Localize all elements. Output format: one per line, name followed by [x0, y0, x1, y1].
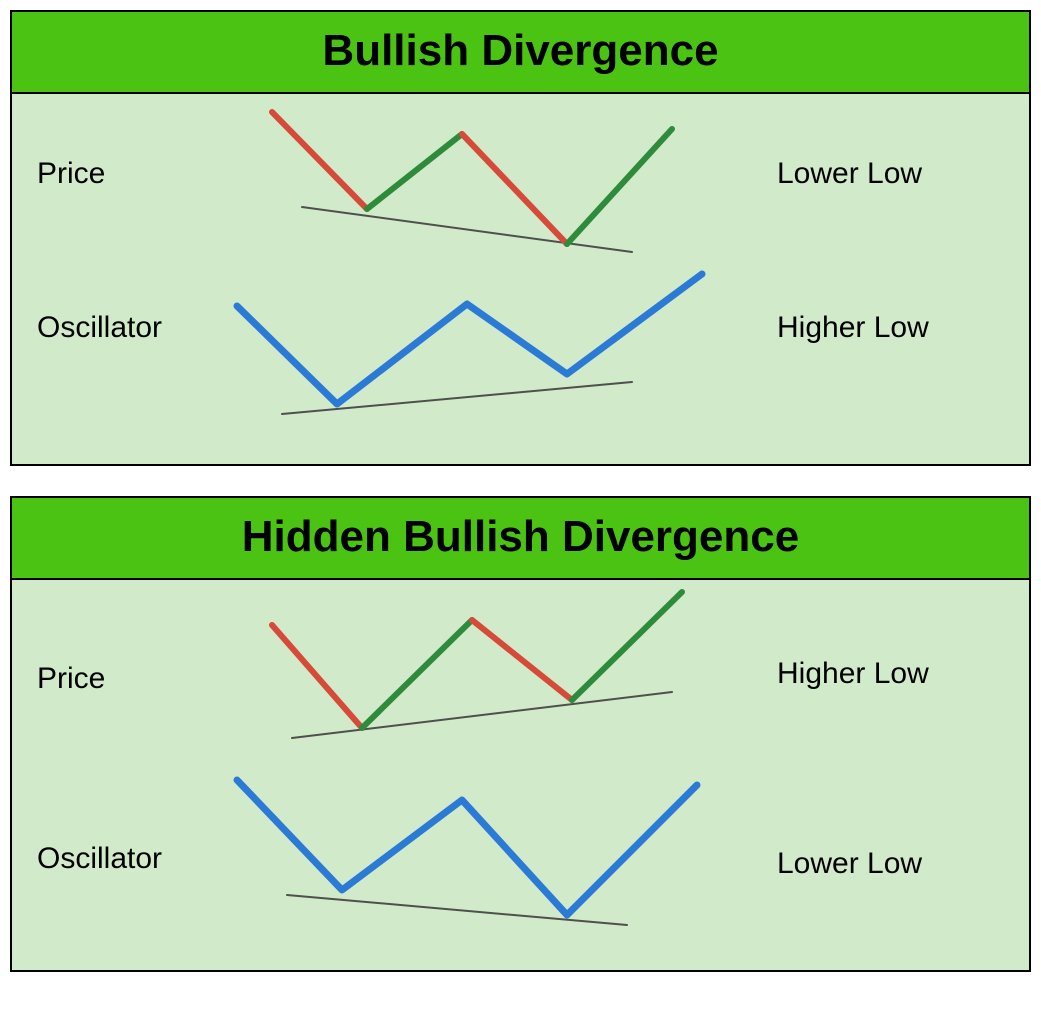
- price-segment-up: [567, 129, 672, 244]
- price-segment-down: [472, 620, 572, 700]
- panel-hidden-bullish: Hidden Bullish DivergencePriceOscillator…: [10, 496, 1031, 972]
- price-segment-down: [272, 625, 362, 728]
- price-segment-up: [367, 134, 462, 209]
- panel-bullish: Bullish DivergencePriceOscillatorLower L…: [10, 10, 1031, 466]
- chart-svg: [12, 94, 1029, 464]
- oscillator-line: [237, 274, 702, 404]
- panel-title: Hidden Bullish Divergence: [12, 498, 1029, 580]
- price-segment-up: [362, 620, 472, 728]
- price-segment-down: [272, 112, 367, 209]
- panel-body: PriceOscillatorHigher LowLower Low: [12, 580, 1029, 970]
- price-segment-up: [572, 592, 682, 700]
- panel-title: Bullish Divergence: [12, 12, 1029, 94]
- oscillator-line: [237, 780, 697, 915]
- chart-svg: [12, 580, 1029, 970]
- price-segment-down: [462, 134, 567, 244]
- panel-body: PriceOscillatorLower LowHigher Low: [12, 94, 1029, 464]
